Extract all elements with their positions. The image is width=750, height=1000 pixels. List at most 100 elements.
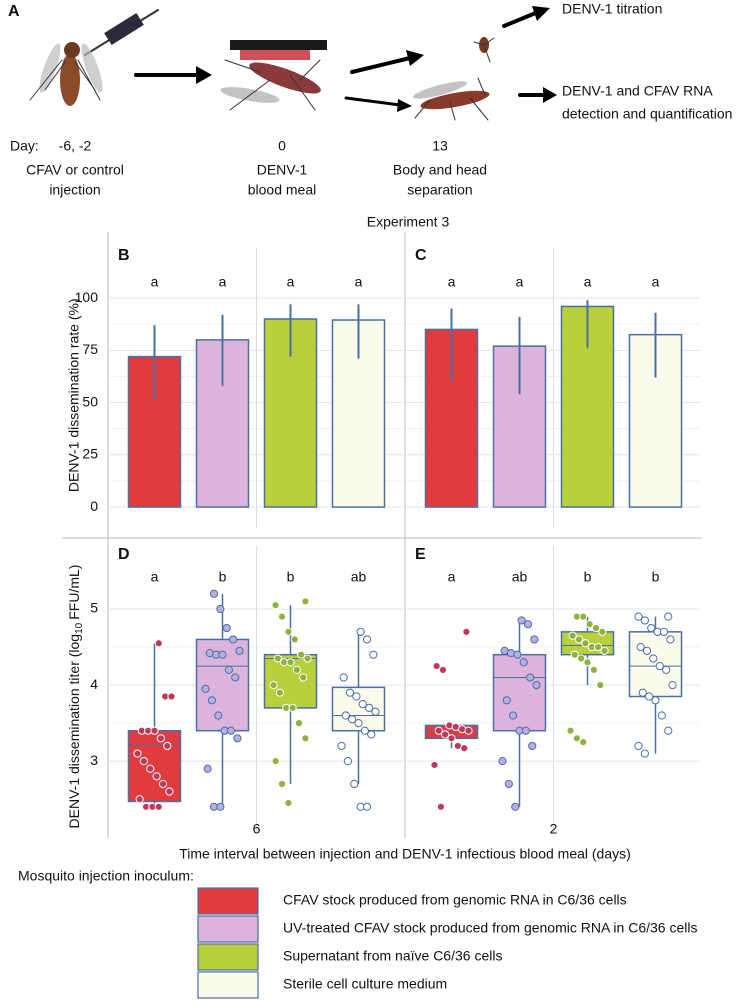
data-point xyxy=(356,627,365,636)
data-point xyxy=(636,642,645,652)
x-axis-title: Time interval between injection and DENV… xyxy=(179,846,631,862)
data-point xyxy=(299,673,308,682)
data-point xyxy=(634,612,643,621)
group-letter: b xyxy=(584,569,592,585)
data-point xyxy=(284,798,293,808)
data-point xyxy=(273,654,282,663)
group-letter: a xyxy=(151,274,159,290)
data-point xyxy=(146,764,155,773)
data-point xyxy=(502,696,511,705)
step-label: DENV-1 xyxy=(257,162,308,178)
data-point xyxy=(596,680,605,690)
day-value: 0 xyxy=(278,138,286,154)
step-label: Body and head xyxy=(393,162,487,178)
data-point xyxy=(275,688,284,697)
data-point xyxy=(434,726,443,735)
data-point xyxy=(511,802,520,811)
data-point xyxy=(651,696,660,705)
data-point xyxy=(350,779,359,789)
data-point xyxy=(348,715,357,724)
y-tick-label: 75 xyxy=(82,341,98,357)
data-point xyxy=(530,635,539,644)
data-point xyxy=(216,604,225,614)
data-point xyxy=(594,642,603,652)
data-point xyxy=(498,757,507,766)
y-axis-title-part: DENV-1 dissemination titer (log xyxy=(66,634,82,829)
data-point xyxy=(203,764,212,773)
data-point xyxy=(222,623,231,633)
group-letter: a xyxy=(448,569,456,585)
data-point xyxy=(201,684,210,693)
y-axis-title: DENV-1 dissemination rate (%) xyxy=(66,298,82,492)
day-label: Day: xyxy=(10,138,39,154)
data-point xyxy=(226,726,236,735)
data-point xyxy=(523,620,533,629)
data-point xyxy=(532,680,541,690)
data-point xyxy=(301,734,310,743)
data-point xyxy=(572,734,581,743)
y-tick-label: 4 xyxy=(90,676,98,692)
schematic-art xyxy=(29,6,557,121)
panel-label: B xyxy=(118,247,130,264)
data-point xyxy=(441,730,450,739)
y-axis-title: DENV-1 dissemination titer (log10 FFU/mL) xyxy=(66,565,85,829)
group-letter: b xyxy=(219,569,227,585)
legend-label: CFAV stock produced from genomic RNA in … xyxy=(283,892,627,908)
data-point xyxy=(163,741,172,751)
data-point xyxy=(367,730,376,739)
data-point xyxy=(292,665,301,674)
data-point xyxy=(432,661,441,671)
data-point xyxy=(352,692,361,701)
data-point xyxy=(668,680,677,690)
data-point xyxy=(598,627,607,636)
output-label: detection and quantification xyxy=(562,106,732,122)
bar xyxy=(424,328,479,508)
data-point xyxy=(438,665,448,674)
group-letter: b xyxy=(652,569,660,585)
data-point xyxy=(231,673,240,682)
group-letter: a xyxy=(448,274,456,290)
data-point xyxy=(570,650,579,659)
data-point xyxy=(649,654,658,663)
data-point xyxy=(664,612,673,621)
data-point xyxy=(277,612,287,621)
data-point xyxy=(341,711,350,720)
data-point xyxy=(568,631,577,640)
group-letter: a xyxy=(584,274,592,290)
data-point xyxy=(345,688,355,697)
data-point xyxy=(207,696,216,705)
legend-swatch xyxy=(197,971,259,999)
y-axis-title-sub: 10 xyxy=(74,622,85,634)
y-tick-label: 50 xyxy=(82,393,98,409)
data-point xyxy=(301,597,310,606)
step-label: separation xyxy=(407,182,472,198)
data-point xyxy=(362,635,372,644)
data-point xyxy=(581,639,590,648)
y-tick-label: 0 xyxy=(90,498,98,514)
x-tick-label: 6 xyxy=(253,821,261,837)
data-point xyxy=(640,616,649,625)
data-point xyxy=(158,779,168,789)
data-point xyxy=(645,692,654,701)
data-point xyxy=(358,700,367,709)
data-point xyxy=(369,650,378,659)
data-point xyxy=(526,673,535,682)
data-point xyxy=(566,726,575,735)
data-point xyxy=(288,703,297,713)
data-point xyxy=(430,760,439,770)
data-point xyxy=(519,658,528,667)
data-point xyxy=(462,627,471,636)
group-letter: a xyxy=(151,569,159,585)
y-tick-label: 3 xyxy=(90,752,98,768)
data-point xyxy=(154,639,163,648)
data-point xyxy=(167,692,176,701)
data-point xyxy=(271,757,280,766)
data-point xyxy=(638,688,647,697)
box xyxy=(492,653,547,732)
data-point xyxy=(528,741,537,751)
group-letter: a xyxy=(516,274,524,290)
data-point xyxy=(664,726,673,735)
data-point xyxy=(233,734,242,743)
panel-label: D xyxy=(118,546,130,563)
